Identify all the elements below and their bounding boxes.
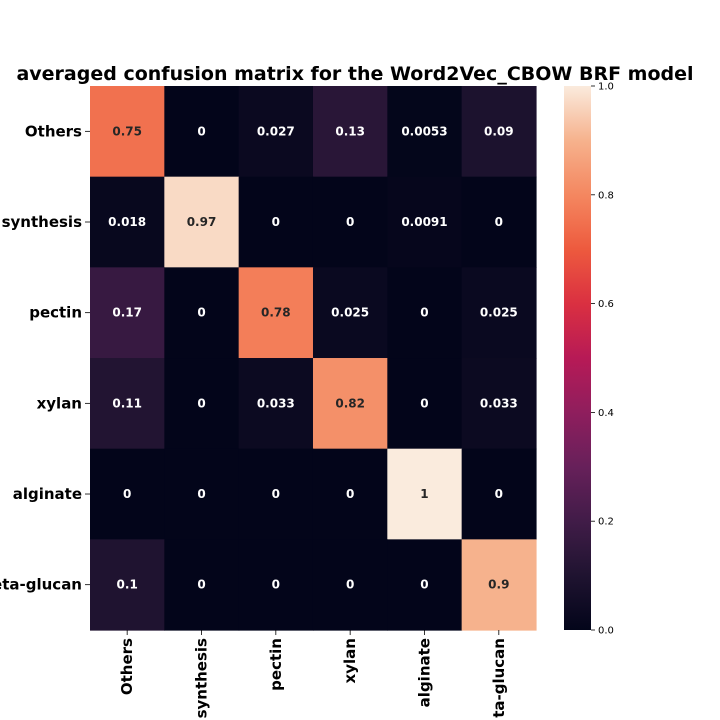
heatmap-cell [90, 176, 165, 268]
cell-value-label: 0 [420, 578, 428, 592]
cell-value-label: 0 [420, 306, 428, 320]
heatmap-cell [387, 539, 463, 631]
cell-value-label: 0.018 [108, 215, 146, 229]
column-label: ta-glucan [490, 638, 508, 718]
row-label: xylan [37, 394, 82, 412]
colorbar: 0.0 0.2 0.4 0.6 0.8 1.0 [564, 82, 614, 637]
colorbar-tick-label: 0.4 [598, 408, 614, 419]
heatmap-cell [387, 358, 463, 450]
heatmap-cell [238, 267, 314, 359]
column-label: Others [118, 638, 136, 695]
colorbar-gradient [564, 86, 591, 630]
cell-value-label: 0.033 [257, 396, 295, 410]
cell-value-label: 0.1 [117, 578, 138, 592]
heatmap-cell [387, 86, 463, 178]
cell-value-label: 0.13 [335, 124, 365, 138]
colorbar-tick-label: 0.8 [598, 190, 614, 201]
heatmap-cell [238, 358, 314, 450]
cell-value-label: 0.027 [257, 124, 295, 138]
heatmap-cell [461, 86, 537, 178]
colorbar-tick-label: 0.0 [598, 626, 614, 637]
cell-value-label: 0.75 [112, 124, 142, 138]
cell-value-label: 0 [197, 124, 205, 138]
colorbar-tick-label: 0.2 [598, 517, 614, 528]
cell-value-label: 0.025 [331, 306, 369, 320]
heatmap-cell [387, 176, 463, 268]
colorbar-tick-label: 0.6 [598, 299, 614, 310]
heatmap-cell [312, 176, 388, 268]
heatmap-cell [312, 539, 388, 631]
colorbar-tick-label: 1.0 [598, 82, 614, 93]
chart-title: averaged confusion matrix for the Word2V… [16, 63, 693, 85]
heatmap-cell [312, 267, 388, 359]
cell-value-label: 0 [420, 396, 428, 410]
cell-value-label: 0 [197, 487, 205, 501]
cell-value-label: 0 [495, 487, 503, 501]
heatmap-cell [387, 448, 463, 540]
heatmap-cell [164, 448, 240, 540]
heatmap-cell [461, 267, 537, 359]
column-label: alginate [415, 638, 433, 707]
heatmap-cell [90, 86, 165, 178]
heatmap-cell [238, 448, 314, 540]
heatmap-cell [164, 267, 240, 359]
heatmap-cell [461, 176, 537, 268]
column-labels: Others synthesis pectin xylan alginate ta-glu… [118, 630, 508, 718]
cell-value-label: 0 [346, 487, 354, 501]
cell-value-label: 0.78 [261, 306, 291, 320]
cell-value-label: 1 [420, 487, 428, 501]
cell-value-label: 0 [197, 306, 205, 320]
row-labels: Others synthesis pectin xylan alginate eta-gl… [0, 122, 90, 594]
heatmap-cell [461, 448, 537, 540]
cell-value-label: 0.0053 [401, 124, 447, 138]
heatmap-cell [90, 539, 165, 631]
heatmap-cell [164, 86, 240, 178]
cell-value-label: 0.82 [335, 396, 365, 410]
cell-value-label: 0.9 [488, 578, 509, 592]
cell-value-label: 0.11 [112, 396, 142, 410]
cell-value-label: 0 [346, 215, 354, 229]
row-label: eta-glucan [0, 576, 82, 594]
column-label: synthesis [192, 638, 210, 718]
heatmap-cell [461, 358, 537, 450]
heatmap-cell [164, 358, 240, 450]
row-label: synthesis [2, 213, 82, 231]
heatmap-cell [238, 86, 314, 178]
cell-value-label: 0 [495, 215, 503, 229]
cell-value-label: 0.0091 [401, 215, 447, 229]
cell-value-label: 0.09 [484, 124, 514, 138]
column-label: pectin [267, 638, 285, 691]
cell-value-label: 0.025 [480, 306, 518, 320]
heatmap-cell [90, 448, 165, 540]
cell-value-label: 0 [272, 487, 280, 501]
cell-value-label: 0 [197, 396, 205, 410]
cell-value-label: 0 [197, 578, 205, 592]
heatmap-cell [312, 86, 388, 178]
heatmap-cell [461, 539, 537, 631]
heatmap-cells: 0.75 0 0.027 0.13 0.0053 0.09 0.018 0.97 0 0 0.009… [90, 86, 537, 631]
row-label: Others [25, 122, 82, 140]
cell-value-label: 0.97 [187, 215, 217, 229]
cell-value-label: 0 [272, 578, 280, 592]
heatmap-cell [238, 176, 314, 268]
cell-value-label: 0.033 [480, 396, 518, 410]
cell-value-label: 0 [272, 215, 280, 229]
row-label: alginate [13, 485, 82, 503]
heatmap-cell [312, 358, 388, 450]
cell-value-label: 0.17 [112, 306, 142, 320]
heatmap-cell [90, 267, 165, 359]
column-label: xylan [341, 638, 359, 683]
cell-value-label: 0 [346, 578, 354, 592]
heatmap-cell [238, 539, 314, 631]
heatmap-cell [387, 267, 463, 359]
row-label: pectin [29, 304, 82, 322]
cell-value-label: 0 [123, 487, 131, 501]
heatmap-cell [164, 539, 240, 631]
heatmap-cell [90, 358, 165, 450]
heatmap-cell [312, 448, 388, 540]
heatmap-cell [164, 176, 240, 268]
